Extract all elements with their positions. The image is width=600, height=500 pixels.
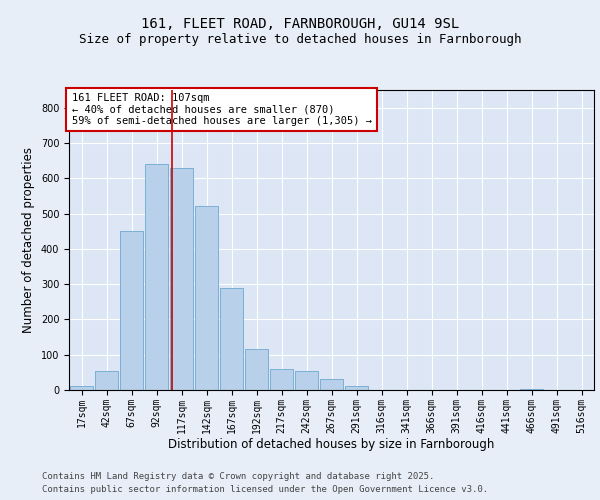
Bar: [145, 164, 168, 390]
Text: Contains HM Land Registry data © Crown copyright and database right 2025.: Contains HM Land Registry data © Crown c…: [42, 472, 434, 481]
Bar: [195, 206, 218, 390]
Bar: [120, 231, 143, 390]
Bar: [345, 386, 368, 390]
Bar: [295, 370, 318, 390]
Bar: [220, 288, 243, 390]
Bar: [245, 350, 268, 390]
Bar: [320, 380, 343, 390]
Text: Contains public sector information licensed under the Open Government Licence v3: Contains public sector information licen…: [42, 485, 488, 494]
Bar: [70, 386, 93, 390]
Bar: [95, 370, 118, 390]
Text: 161, FLEET ROAD, FARNBOROUGH, GU14 9SL: 161, FLEET ROAD, FARNBOROUGH, GU14 9SL: [141, 18, 459, 32]
Text: Size of property relative to detached houses in Farnborough: Size of property relative to detached ho…: [79, 32, 521, 46]
Bar: [520, 389, 543, 390]
Text: 161 FLEET ROAD: 107sqm
← 40% of detached houses are smaller (870)
59% of semi-de: 161 FLEET ROAD: 107sqm ← 40% of detached…: [71, 93, 371, 126]
Y-axis label: Number of detached properties: Number of detached properties: [22, 147, 35, 333]
X-axis label: Distribution of detached houses by size in Farnborough: Distribution of detached houses by size …: [169, 438, 494, 452]
Bar: [170, 168, 193, 390]
Bar: [270, 369, 293, 390]
